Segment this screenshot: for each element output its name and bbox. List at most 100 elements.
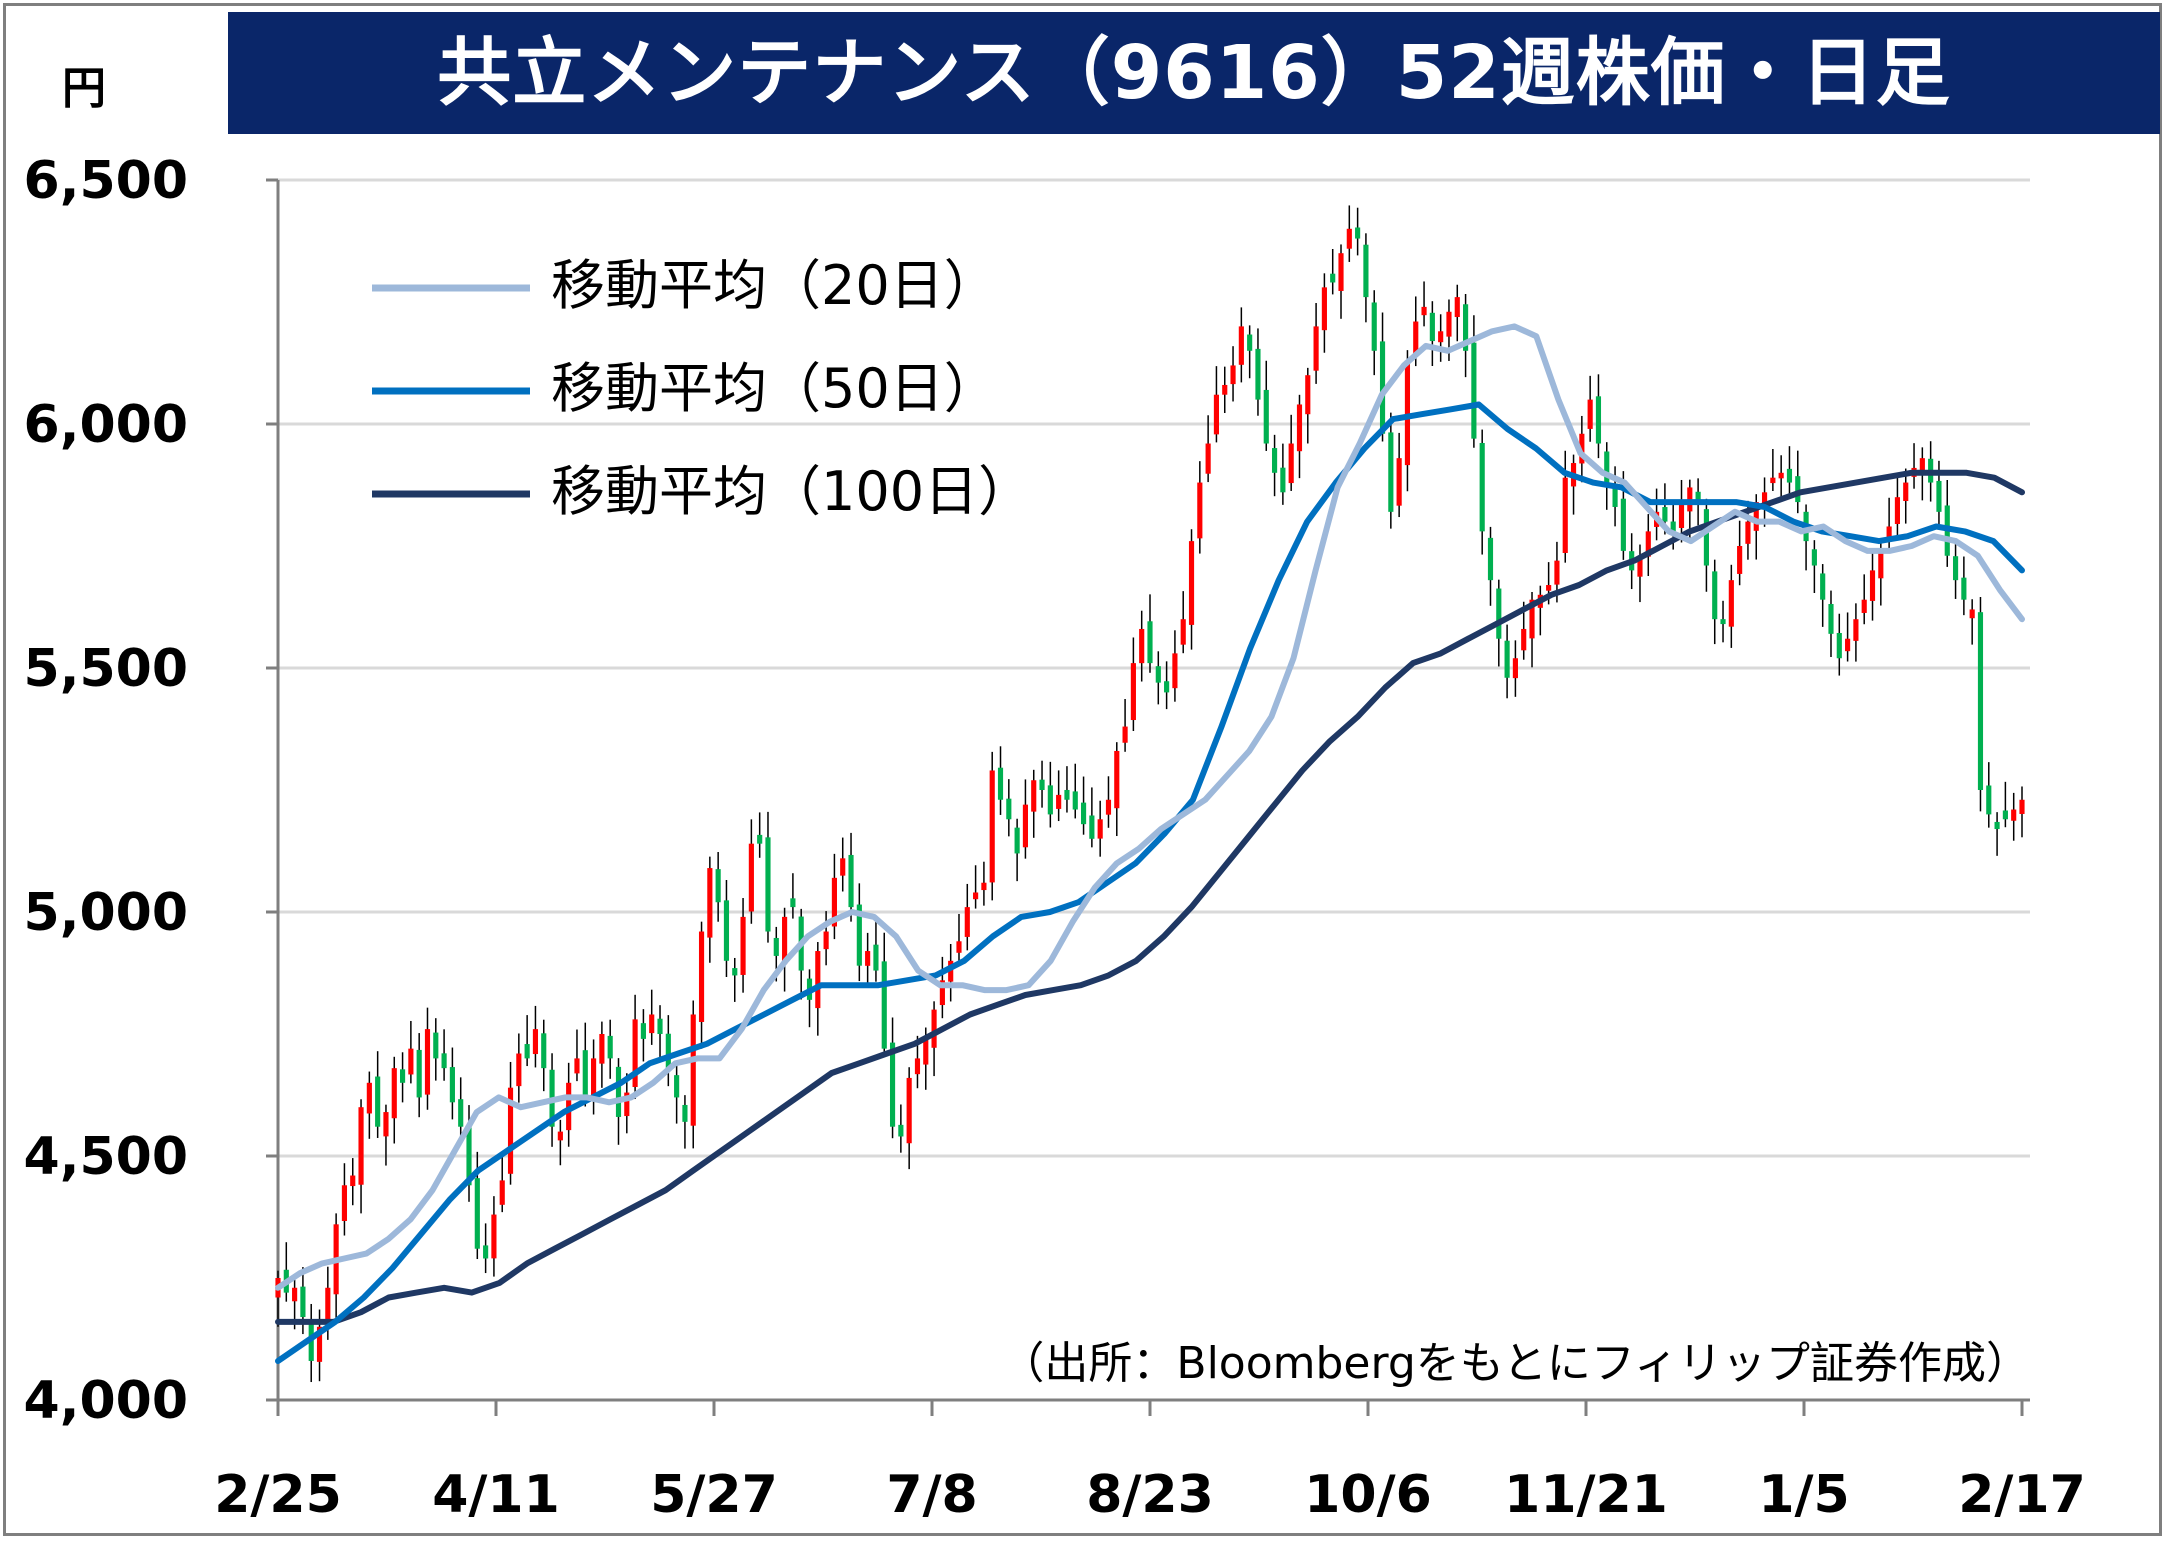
candle-body	[1512, 658, 1518, 679]
candle	[848, 832, 854, 922]
candle	[973, 865, 979, 909]
candle	[1562, 450, 1568, 563]
candle-body	[757, 834, 763, 844]
candle	[1820, 564, 1826, 627]
candle-body	[1994, 821, 2000, 830]
candle-body	[1355, 227, 1361, 239]
candle	[1022, 779, 1029, 859]
candle-body	[375, 1076, 381, 1127]
candle-body	[300, 1286, 306, 1318]
chart-title: 共立メンテナンス（9616）52週株価・日足	[437, 30, 1951, 116]
candle-body	[1504, 640, 1510, 678]
candle	[1396, 432, 1402, 518]
candle-body	[848, 854, 854, 908]
candle-body	[1247, 334, 1253, 351]
candle	[881, 932, 887, 1057]
candle	[591, 1039, 597, 1115]
candle-body	[1031, 780, 1037, 812]
candle	[383, 1104, 389, 1166]
candle-body	[906, 1077, 912, 1144]
candle-body	[1778, 472, 1784, 479]
candle-body	[1720, 619, 1726, 625]
candle-body	[449, 1067, 455, 1103]
candle-body	[1463, 304, 1469, 351]
candle-body	[1728, 580, 1734, 627]
candle-body	[973, 892, 979, 900]
candle-body	[1072, 791, 1078, 810]
candle	[1222, 366, 1228, 413]
candle-body	[1479, 442, 1485, 532]
candle	[1263, 360, 1269, 451]
candle	[1330, 249, 1336, 295]
candle	[1188, 529, 1195, 650]
x-tick-label: 2/17	[1958, 1465, 2086, 1525]
candle-body	[516, 1053, 522, 1087]
candle-body	[1471, 342, 1477, 439]
candle-body	[1811, 549, 1817, 566]
candle	[507, 1061, 514, 1185]
candle	[449, 1047, 455, 1120]
candle	[1014, 818, 1020, 882]
candle-body	[507, 1087, 514, 1174]
candle	[1122, 699, 1128, 752]
candle-body	[1977, 612, 1984, 790]
candle-body	[1014, 827, 1020, 854]
candle-body	[1097, 819, 1103, 839]
candle	[1811, 540, 1817, 593]
candle	[748, 819, 754, 924]
candle-body	[292, 1287, 298, 1302]
y-tick-label: 5,500	[24, 639, 188, 699]
candle-body	[1105, 799, 1112, 815]
x-tick-label: 8/23	[1086, 1465, 1214, 1525]
candle-body	[1496, 588, 1502, 639]
candle-body	[1421, 306, 1427, 316]
candle	[1969, 599, 1975, 645]
candle-body	[391, 1068, 397, 1119]
candle-body	[1296, 404, 1303, 452]
candle-body	[1122, 726, 1128, 743]
candle	[1703, 498, 1709, 592]
candle-body	[1238, 326, 1244, 365]
candle	[1238, 307, 1244, 383]
candle	[1861, 574, 1867, 625]
candle-body	[856, 904, 862, 966]
x-tick-label: 4/11	[432, 1465, 560, 1525]
y-tick-label: 6,500	[24, 151, 188, 211]
candle-body	[1487, 537, 1494, 581]
candle	[665, 1015, 671, 1087]
candle	[1421, 281, 1427, 327]
candle-body	[1579, 433, 1585, 464]
candle-body	[1695, 491, 1701, 503]
candle	[1172, 630, 1178, 702]
candle	[1155, 651, 1161, 705]
candle	[1786, 446, 1793, 497]
candle	[873, 919, 879, 982]
candle-body	[840, 858, 846, 876]
candle-body	[773, 937, 779, 956]
candle	[532, 1005, 539, 1068]
candle-body	[1753, 502, 1759, 531]
candle	[582, 1022, 588, 1107]
candle-body	[1853, 619, 1859, 641]
x-tick-label: 2/25	[214, 1465, 342, 1525]
candle-body	[1820, 573, 1826, 600]
candle	[283, 1242, 289, 1302]
candle-body	[1438, 331, 1444, 343]
candle-body	[1529, 599, 1535, 639]
candle-body	[474, 1178, 480, 1249]
candle-body	[1737, 546, 1743, 574]
candle-body	[1056, 794, 1062, 809]
candle-body	[715, 869, 721, 903]
candle-body	[1172, 653, 1178, 689]
candle	[1479, 429, 1485, 555]
candle-body	[416, 1049, 422, 1098]
candle-body	[1330, 273, 1336, 283]
x-tick-label: 5/27	[650, 1465, 778, 1525]
candle	[1247, 325, 1253, 379]
candle	[1770, 448, 1776, 491]
candle-body	[923, 1038, 929, 1065]
y-tick-label: 5,000	[24, 883, 188, 943]
candle-body	[1188, 541, 1195, 625]
candle-body	[914, 1058, 921, 1075]
candle-body	[740, 916, 746, 975]
